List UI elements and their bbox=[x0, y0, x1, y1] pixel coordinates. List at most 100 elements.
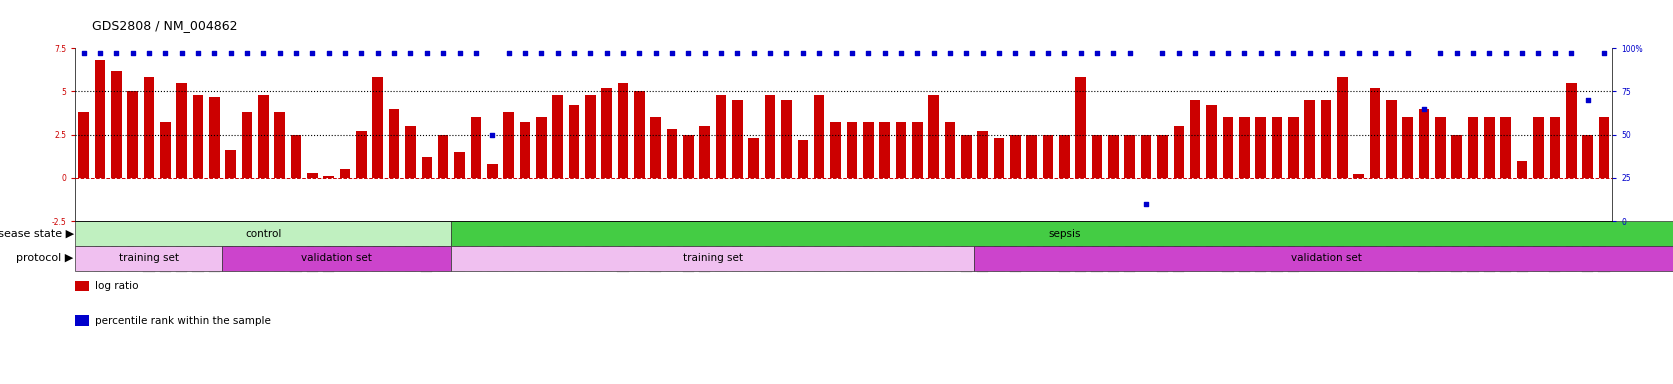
Point bbox=[102, 50, 129, 56]
Bar bbox=[1564, 83, 1576, 178]
Point bbox=[1541, 50, 1568, 56]
Point bbox=[903, 50, 930, 56]
Point bbox=[299, 50, 326, 56]
Point bbox=[1181, 50, 1208, 56]
Bar bbox=[1173, 126, 1183, 178]
Point bbox=[249, 50, 276, 56]
Point bbox=[674, 50, 701, 56]
Bar bbox=[405, 126, 415, 178]
Point bbox=[821, 50, 848, 56]
Point bbox=[1263, 50, 1290, 56]
Bar bbox=[895, 122, 905, 178]
Point bbox=[790, 50, 816, 56]
Point bbox=[1558, 50, 1584, 56]
Point bbox=[365, 50, 391, 56]
Point bbox=[1328, 50, 1355, 56]
Bar bbox=[1221, 117, 1233, 178]
Bar bbox=[127, 91, 137, 178]
Point bbox=[577, 50, 604, 56]
Bar bbox=[617, 83, 627, 178]
Point bbox=[1410, 106, 1437, 112]
Point bbox=[920, 50, 947, 56]
Bar bbox=[1059, 135, 1069, 178]
Bar bbox=[796, 140, 808, 178]
Point bbox=[985, 50, 1012, 56]
Point bbox=[1198, 50, 1225, 56]
Bar bbox=[223, 246, 452, 271]
Bar bbox=[340, 169, 350, 178]
Bar bbox=[258, 95, 268, 178]
Bar bbox=[929, 95, 939, 178]
Bar bbox=[438, 135, 448, 178]
Bar bbox=[1303, 100, 1315, 178]
Bar bbox=[1287, 117, 1298, 178]
Point bbox=[1067, 50, 1094, 56]
Point bbox=[430, 50, 457, 56]
Point bbox=[626, 50, 652, 56]
Bar bbox=[830, 122, 840, 178]
Point bbox=[87, 50, 114, 56]
Point bbox=[495, 50, 522, 56]
Bar bbox=[731, 100, 743, 178]
Bar bbox=[487, 164, 497, 178]
Bar bbox=[453, 152, 465, 178]
Bar bbox=[1206, 105, 1216, 178]
Point bbox=[969, 50, 995, 56]
Bar bbox=[781, 100, 791, 178]
Point bbox=[445, 50, 472, 56]
Point bbox=[544, 50, 570, 56]
Bar bbox=[944, 122, 955, 178]
Bar bbox=[977, 131, 987, 178]
Bar bbox=[1124, 135, 1134, 178]
Bar bbox=[1402, 117, 1412, 178]
Text: sepsis: sepsis bbox=[1047, 228, 1081, 238]
Point bbox=[1394, 50, 1420, 56]
Point bbox=[184, 50, 211, 56]
Text: training set: training set bbox=[119, 253, 179, 263]
Bar bbox=[1549, 117, 1559, 178]
Point bbox=[1133, 201, 1159, 207]
Bar bbox=[1108, 135, 1118, 178]
Point bbox=[657, 50, 684, 56]
Point bbox=[266, 50, 293, 56]
Point bbox=[1215, 50, 1241, 56]
Bar bbox=[388, 109, 400, 178]
Bar bbox=[422, 157, 432, 178]
Point bbox=[739, 50, 766, 56]
Bar bbox=[291, 135, 301, 178]
Bar bbox=[323, 176, 335, 178]
Point bbox=[315, 50, 341, 56]
Point bbox=[1345, 50, 1372, 56]
Point bbox=[1002, 50, 1029, 56]
Point bbox=[331, 50, 358, 56]
Bar bbox=[1320, 100, 1330, 178]
Bar bbox=[306, 173, 318, 178]
Point bbox=[952, 50, 979, 56]
Point bbox=[201, 50, 228, 56]
Bar bbox=[1419, 109, 1429, 178]
Bar bbox=[748, 138, 758, 178]
Bar bbox=[666, 129, 678, 178]
Bar bbox=[1026, 135, 1036, 178]
Point bbox=[887, 50, 913, 56]
Bar bbox=[1499, 117, 1511, 178]
Point bbox=[1589, 50, 1616, 56]
Bar bbox=[75, 246, 223, 271]
Bar bbox=[960, 135, 970, 178]
Bar bbox=[552, 95, 562, 178]
Point bbox=[1148, 50, 1174, 56]
Text: training set: training set bbox=[683, 253, 743, 263]
Point bbox=[397, 50, 423, 56]
Bar bbox=[765, 95, 775, 178]
Bar bbox=[1581, 135, 1593, 178]
Bar bbox=[1271, 117, 1282, 178]
Bar bbox=[1238, 117, 1248, 178]
Bar bbox=[878, 122, 890, 178]
Bar bbox=[994, 138, 1004, 178]
Bar bbox=[601, 88, 612, 178]
Text: disease state ▶: disease state ▶ bbox=[0, 228, 74, 238]
Bar bbox=[1434, 117, 1445, 178]
Bar bbox=[1255, 117, 1265, 178]
Bar bbox=[1385, 100, 1395, 178]
Point bbox=[805, 50, 831, 56]
